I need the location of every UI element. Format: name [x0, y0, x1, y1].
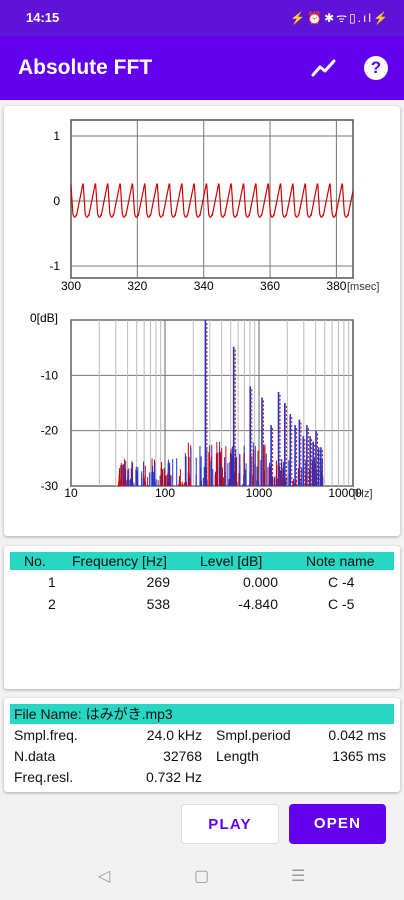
spectrum-y-tick: -20	[41, 424, 59, 438]
waveform-chart: 1 0 -1 300 320 340 360 380 [msec]	[49, 119, 379, 293]
table-header: No. Frequency [Hz] Level [dB] Note name	[10, 552, 394, 570]
system-nav-bar: ◁ ▢ ☰	[0, 852, 404, 900]
waveform-x-tick: 300	[61, 279, 81, 293]
freq-resl-label: Freq.resl.	[14, 769, 74, 785]
waveform-x-tick: 380	[326, 279, 346, 293]
header-level: Level [dB]	[200, 553, 263, 569]
row-frequency: 269	[146, 574, 170, 590]
row-note: C -5	[328, 596, 355, 612]
back-icon[interactable]: ◁	[98, 868, 111, 885]
waveform-y-tick: -1	[49, 259, 60, 273]
peak-table-card: No. Frequency [Hz] Level [dB] Note name …	[4, 546, 400, 689]
menu-icon[interactable]: ☰	[291, 868, 306, 885]
graph-card: 1 0 -1 300 320 340 360 380 [msec] 0[dB] -10 -20-…	[4, 106, 400, 536]
status-icons: ⚡⏰✱ᯤ▯.ıl⚡	[290, 11, 390, 25]
smpl-period-label: Smpl.period	[216, 727, 291, 743]
help-icon[interactable]: ?	[364, 56, 388, 80]
file-name: File Name: はみがき.mp3	[10, 704, 394, 724]
smpl-freq-value: 24.0 kHz	[146, 727, 202, 743]
length-label: Length	[216, 748, 259, 764]
waveform-x-tick: 340	[194, 279, 214, 293]
header-note-name: Note name	[306, 553, 375, 569]
waveform-x-unit: [msec]	[347, 281, 379, 293]
length-value: 1365 ms	[332, 748, 386, 764]
waveform-y-tick: 0	[53, 194, 60, 208]
row-level: -4.840	[238, 596, 278, 612]
spectrum-y-tick: -10	[41, 368, 59, 382]
open-button[interactable]: OPEN	[289, 804, 386, 844]
status-bar: 14:15 ⚡⏰✱ᯤ▯.ıl⚡	[0, 0, 404, 36]
row-no: 2	[48, 596, 56, 612]
row-no: 1	[48, 574, 56, 590]
app-bar: Absolute FFT ?	[0, 36, 404, 100]
smpl-period-value: 0.042 ms	[328, 727, 386, 743]
smpl-freq-label: Smpl.freq.	[14, 727, 78, 743]
spectrum-x-tick: 10000	[328, 486, 362, 500]
home-icon[interactable]: ▢	[194, 868, 210, 885]
spectrum-chart: 0[dB] -10 -20 -30 10 100 1000 10000 [Hz]	[30, 311, 373, 500]
graphs-svg: 10-1 300 320 340 360 380 [msec] 0[dB]-10-20-…	[30, 119, 379, 500]
table-row[interactable]: 2 538 -4.840 C -5	[10, 594, 394, 616]
waveform-line	[70, 183, 354, 218]
waveform-frame	[70, 119, 354, 279]
spectrum-x-unit: [Hz]	[353, 488, 373, 500]
spectrum-x-tick: 10	[64, 486, 78, 500]
play-button[interactable]: PLAY	[181, 804, 279, 844]
row-note: C -4	[328, 574, 355, 590]
app-title: Absolute FFT	[18, 56, 153, 79]
waveform-x-tick: 320	[127, 279, 147, 293]
freq-resl-value: 0.732 Hz	[145, 769, 202, 785]
spectrum-y-tick: -30	[41, 479, 59, 493]
status-time: 14:15	[26, 10, 60, 25]
spectrum-x-tick: 1000	[246, 486, 273, 500]
file-info-card: File Name: はみがき.mp3 Smpl.freq. 24.0 kHz …	[4, 698, 400, 792]
row-level: 0.000	[242, 574, 278, 590]
header-frequency: Frequency [Hz]	[72, 553, 167, 569]
waveform-y-tick: 1	[53, 129, 60, 143]
spectrum-y-tick: 0[dB]	[30, 311, 58, 325]
waveform-x-tick: 360	[260, 279, 280, 293]
ndata-value: 32768	[163, 748, 202, 764]
header-no: No.	[24, 553, 46, 569]
spectrum-x-tick: 100	[155, 486, 175, 500]
trend-icon[interactable]	[310, 54, 338, 82]
ndata-label: N.data	[14, 748, 56, 764]
table-row[interactable]: 1 269 0.000 C -4	[10, 572, 394, 594]
row-frequency: 538	[146, 596, 170, 612]
